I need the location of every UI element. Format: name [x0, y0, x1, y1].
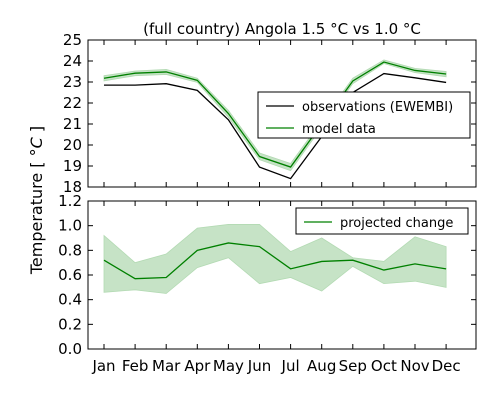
- legend-entry-0-0: observations (EWEMBI): [302, 100, 453, 115]
- legend-box-1: [295, 207, 469, 235]
- series-band-1-0: [103, 224, 447, 294]
- y-tick-label-0-2: 20: [63, 136, 82, 154]
- series-line-0-1: [103, 61, 447, 168]
- chart-title: (full country) Angola 1.5 °C vs 1.0 °C: [143, 20, 421, 38]
- y-tick-label-0-7: 25: [63, 31, 82, 49]
- y-tick-label-0-1: 19: [63, 157, 82, 175]
- x-tick-label-3: Apr: [184, 357, 211, 375]
- y-tick-label-1-0: 0.0: [58, 340, 82, 358]
- y-tick-label-1-6: 1.2: [58, 192, 82, 210]
- y-axis-label: Temperature [ °C ]: [27, 126, 46, 275]
- bottom-plot: 0.0 0.2 0.4 0.6 0.8 1.0 1.2 Jan Feb Mar Apr May Jun J…: [58, 192, 477, 375]
- x-tick-label-1: Feb: [122, 357, 149, 375]
- plot-frame-0: [87, 39, 477, 188]
- y-axis-label-suffix: ]: [27, 126, 46, 137]
- series-line-0-0: [104, 72, 447, 180]
- x-tick-label-5: Jun: [247, 357, 271, 375]
- top-plot: 18 19 20 21 22 23 24 25 observations (EWEMBI) mod…: [63, 31, 477, 196]
- x-tick-label-9: Oct: [371, 357, 397, 375]
- x-tick-label-0: Jan: [91, 357, 115, 375]
- y-axis-label-unit: C: [27, 136, 46, 148]
- y-tick-label-1-2: 0.4: [58, 291, 82, 309]
- x-tick-label-7: Aug: [307, 357, 336, 375]
- y-tick-label-0-3: 21: [63, 115, 82, 133]
- y-axis-label-prefix: Temperature [ °: [27, 148, 46, 275]
- y-tick-label-1-4: 0.8: [58, 241, 82, 259]
- x-tick-label-2: Mar: [152, 357, 181, 375]
- legend-entry-1-0: projected change: [340, 216, 453, 231]
- y-tick-label-0-0: 18: [63, 178, 82, 196]
- legend-box-0: [257, 91, 471, 139]
- x-tick-label-6: Jul: [281, 357, 300, 375]
- y-tick-label-1-1: 0.2: [58, 315, 82, 333]
- x-tick-label-11: Dec: [432, 357, 461, 375]
- legend-entry-0-1: model data: [302, 122, 376, 137]
- series-band-0-1: [103, 59, 447, 172]
- y-tick-label-0-4: 22: [63, 94, 82, 112]
- y-tick-label-0-6: 24: [63, 52, 82, 70]
- y-tick-label-0-5: 23: [63, 73, 82, 91]
- series-line-1-0: [103, 242, 447, 280]
- y-tick-label-1-5: 1.0: [58, 217, 82, 235]
- x-tick-label-10: Nov: [400, 357, 429, 375]
- x-tick-label-4: May: [213, 357, 244, 375]
- y-tick-label-1-3: 0.6: [58, 266, 82, 284]
- x-tick-label-8: Sep: [339, 357, 367, 375]
